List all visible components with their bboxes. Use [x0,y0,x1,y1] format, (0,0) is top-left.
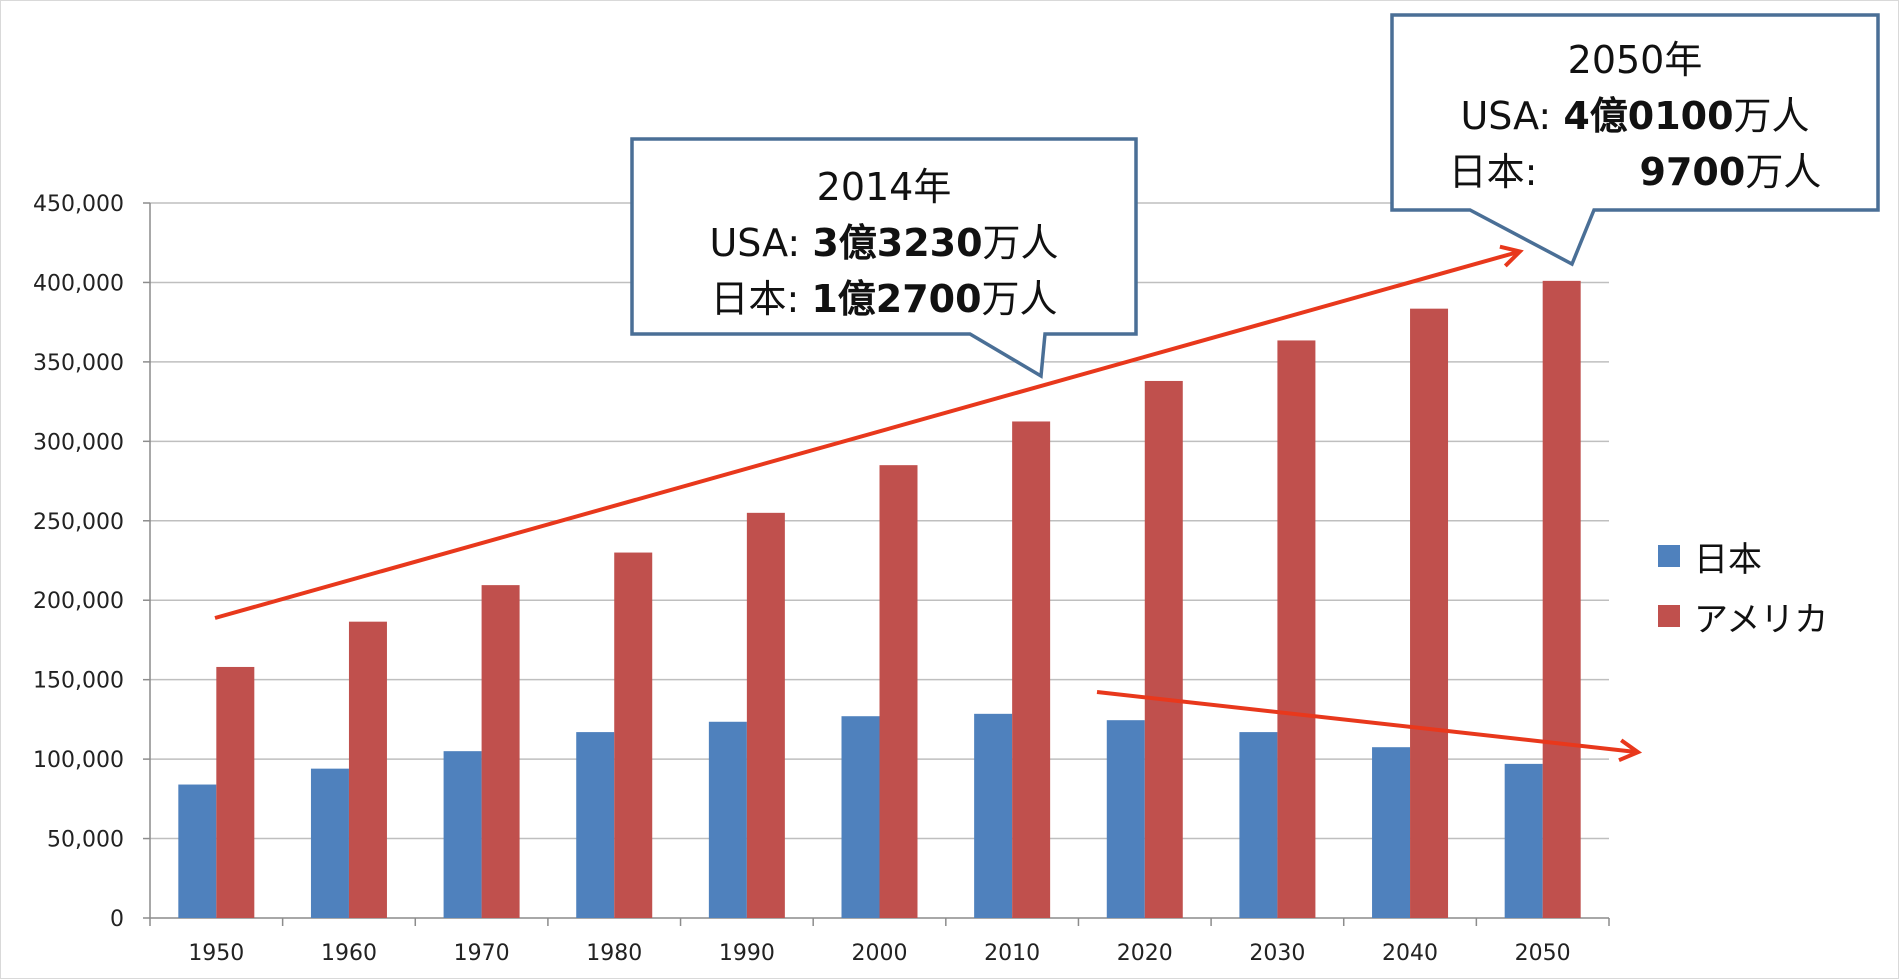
x-tick-label: 1950 [188,941,244,966]
callout-2050-japan: 日本: 9700万人 [1448,150,1822,194]
bar-japan [1239,732,1278,918]
bar-japan [841,716,880,918]
bar-japan [1372,747,1411,918]
legend-swatch-usa [1658,605,1680,627]
callout-2050-text: 2050年 USA: 4億0100万人 日本: 9700万人 [1392,32,1878,200]
legend-item-usa: アメリカ [1658,586,1828,646]
legend: 日本 アメリカ [1658,526,1828,646]
callout-2050-box [1390,13,1880,267]
bar-japan [576,732,615,918]
bar-usa [1542,280,1581,918]
bar-japan [708,721,747,918]
bar-usa [746,512,785,918]
bar-japan [1106,720,1145,918]
x-tick-label: 2000 [852,941,908,966]
bar-usa [1410,308,1449,918]
y-tick-label: 100,000 [33,748,124,773]
callout-2014-text: 2014年 USA: 3億3230万人 日本: 1億2700万人 [632,159,1136,327]
legend-swatch-japan [1658,545,1680,567]
bar-usa [1012,421,1051,918]
bar-usa [614,552,653,918]
bar-japan [1504,763,1543,918]
usa-trend-arrow [214,252,1518,620]
x-tick-label: 2020 [1117,941,1173,966]
callout-2050-usa: USA: 4億0100万人 [1460,94,1810,138]
japan-trend-arrow [1096,690,1636,752]
x-tick-label: 2040 [1382,941,1438,966]
callout-2014-usa: USA: 3億3230万人 [709,221,1059,265]
x-tick-label: 2050 [1515,941,1571,966]
y-tick-label: 400,000 [33,271,124,296]
x-tick-label: 1980 [586,941,642,966]
y-tick-label: 150,000 [33,669,124,694]
bar-japan [974,713,1013,918]
bar-usa [481,585,520,918]
x-tick-label: 1970 [454,941,510,966]
y-tick-label: 450,000 [33,192,124,217]
bar-usa [216,666,255,918]
bar-usa [1144,380,1183,918]
bar-usa [348,621,387,918]
bar-japan [178,784,217,918]
callout-2014-year: 2014年 [816,165,952,209]
legend-label-usa: アメリカ [1694,599,1829,640]
bar-japan [310,768,349,918]
bar-japan [443,751,482,918]
callout-2014-japan: 日本: 1億2700万人 [710,277,1058,321]
legend-item-japan: 日本 [1658,526,1828,586]
y-tick-label: 250,000 [33,510,124,535]
y-tick-label: 350,000 [33,351,124,376]
y-tick-label: 0 [110,907,124,932]
bar-usa [879,465,918,918]
x-tick-label: 2010 [984,941,1040,966]
y-tick-label: 200,000 [33,589,124,614]
y-tick-label: 50,000 [47,828,124,853]
x-tick-label: 1960 [321,941,377,966]
x-tick-label: 2030 [1249,941,1305,966]
callout-2050-year: 2050年 [1567,38,1703,82]
y-tick-label: 300,000 [33,430,124,455]
callout-2014-box [630,137,1138,379]
x-tick-label: 1990 [719,941,775,966]
legend-label-japan: 日本 [1694,539,1762,580]
bar-usa [1277,340,1316,918]
